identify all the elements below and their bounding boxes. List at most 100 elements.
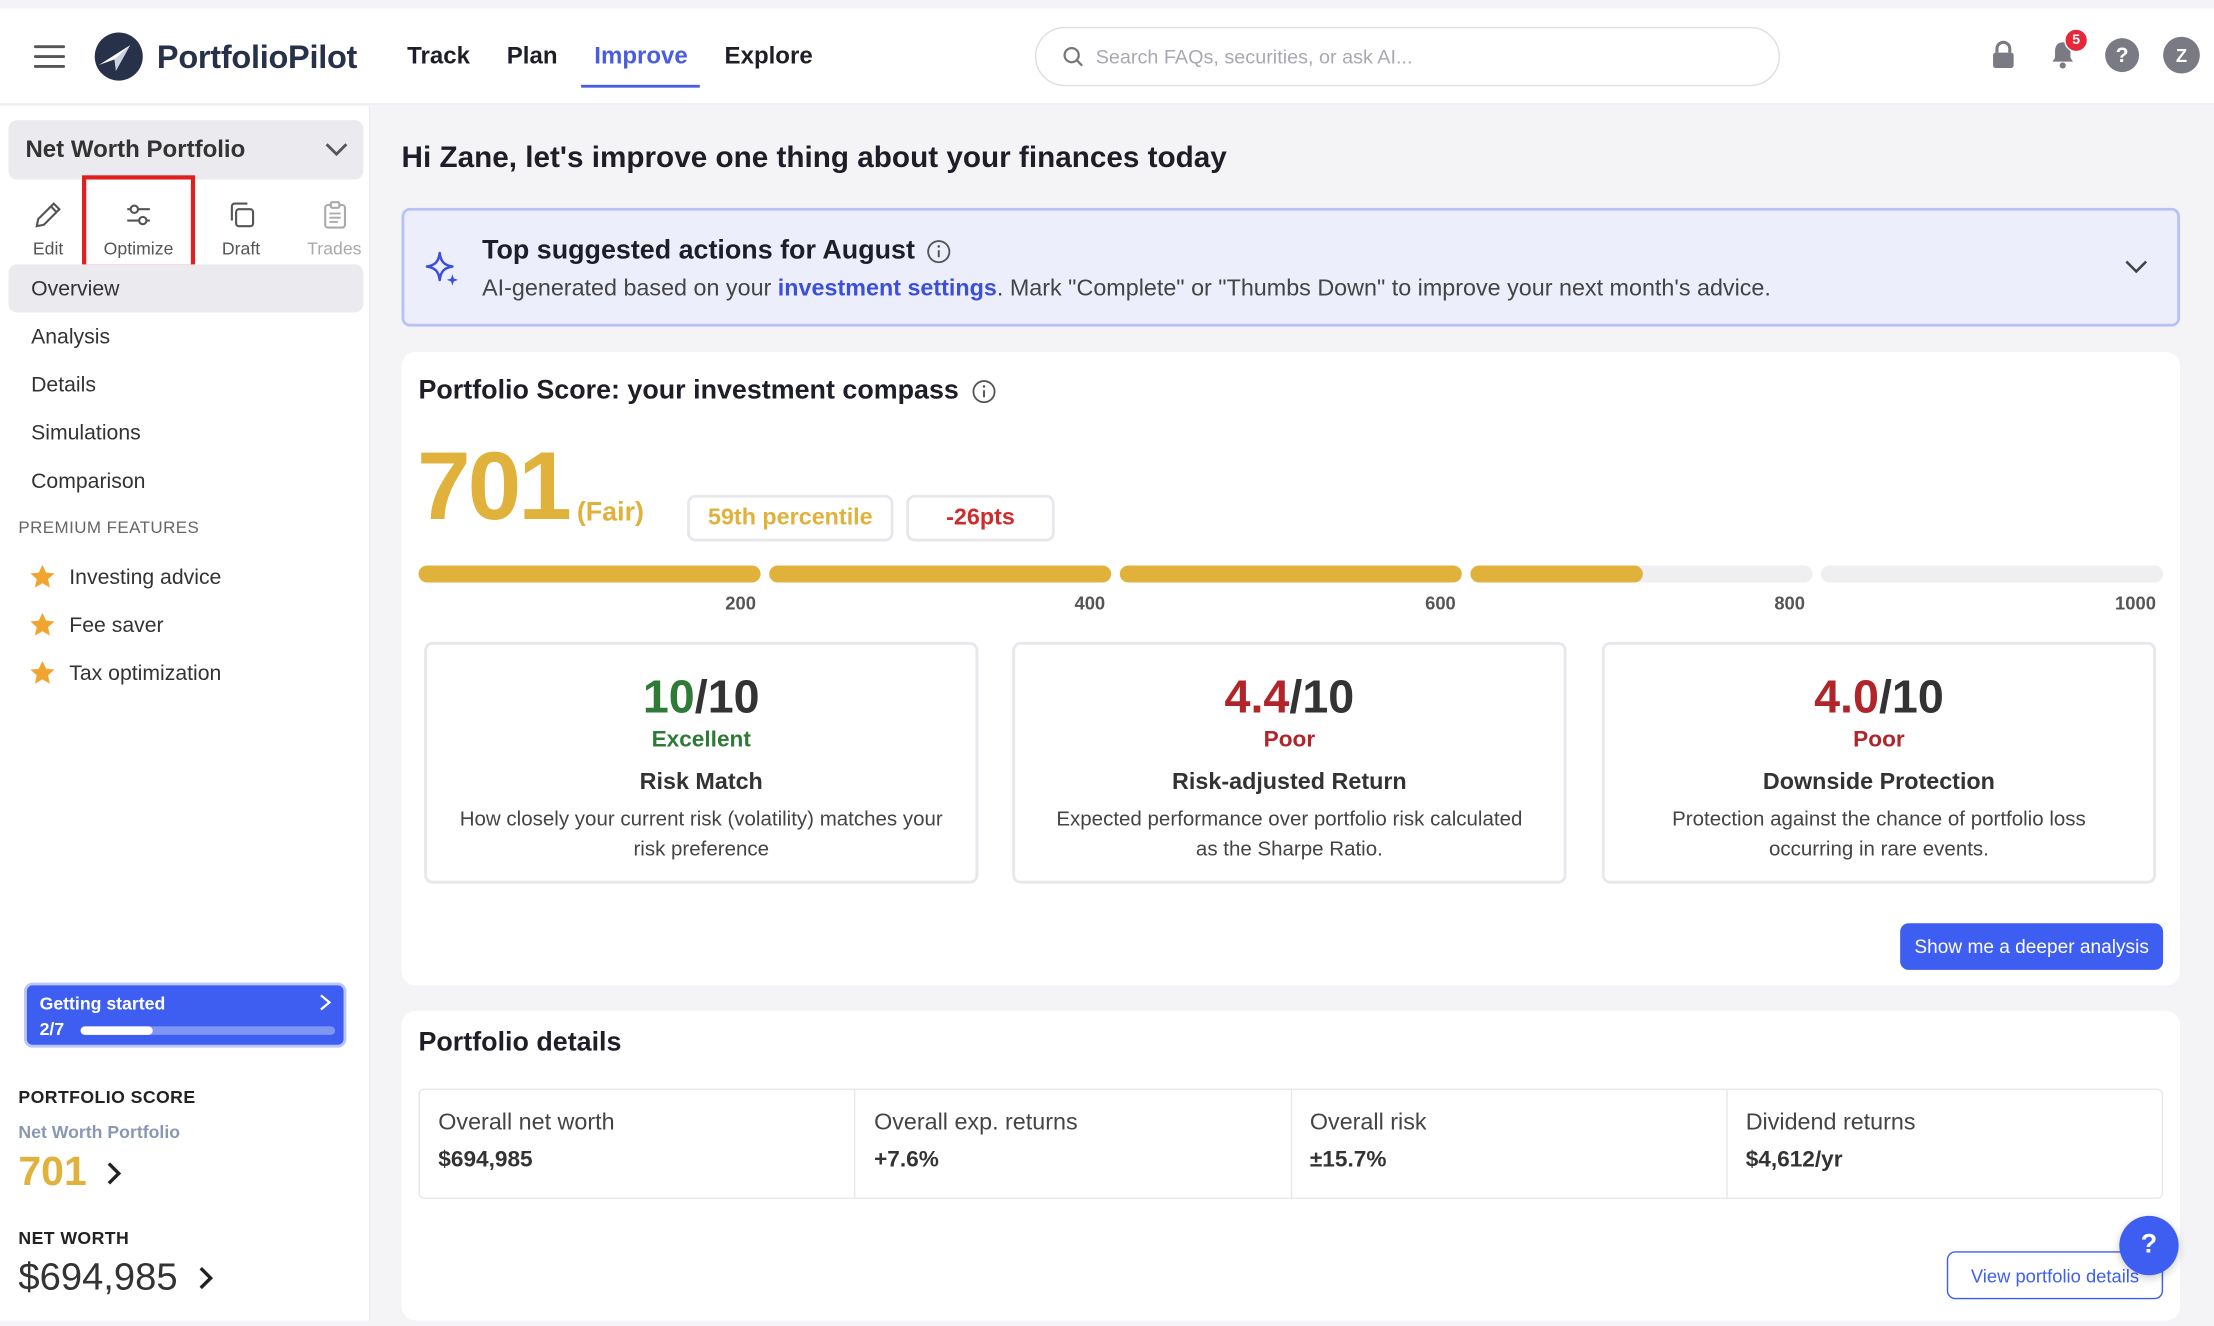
chevron-right-icon — [108, 1161, 122, 1184]
nav-improve[interactable]: Improve — [581, 8, 701, 104]
getting-started-progress-fill — [80, 1026, 154, 1035]
nav-explore[interactable]: Explore — [724, 42, 813, 70]
investing-advice-label: Investing advice — [69, 564, 222, 589]
detail-net-worth: Overall net worth $694,985 — [420, 1090, 856, 1198]
score-scale-segment — [1470, 565, 1813, 583]
metric-suffix: /10 — [1878, 670, 1944, 723]
portfolio-selector-label: Net Worth Portfolio — [25, 135, 246, 163]
sidebar: Net Worth Portfolio Edit Optimize Draft … — [0, 106, 371, 1321]
lock-icon[interactable] — [1985, 37, 2022, 74]
premium-features-list: Investing advice Fee saver Tax optimizat… — [28, 553, 221, 697]
star-icon — [30, 612, 55, 636]
scale-tick-400: 400 — [1074, 592, 1106, 614]
sidebar-item-analysis[interactable]: Analysis — [31, 324, 111, 349]
star-icon — [30, 564, 55, 588]
info-icon[interactable] — [926, 239, 951, 264]
getting-started-card[interactable]: Getting started 2/7 — [24, 982, 347, 1048]
nav-plan[interactable]: Plan — [506, 42, 558, 70]
metric-score: 4.0/10 — [1605, 670, 2154, 724]
sidebar-item-fee-saver[interactable]: Fee saver — [28, 601, 221, 649]
getting-started-title: Getting started — [39, 993, 166, 1014]
score-change-badge: -26pts — [906, 494, 1055, 542]
info-icon[interactable] — [972, 379, 997, 404]
investment-settings-link[interactable]: investment settings — [777, 275, 997, 302]
suggested-actions-banner[interactable]: Top suggested actions for August AI-gene… — [401, 207, 2181, 327]
net-worth-link[interactable]: $694,985 — [18, 1255, 214, 1299]
getting-started-progress — [80, 1026, 336, 1035]
pencil-icon — [35, 202, 61, 228]
metric-score: 4.4/10 — [1015, 670, 1564, 724]
metric-card-risk-adjusted-return: 4.4/10 Poor Risk-adjusted Return Expecte… — [1012, 641, 1567, 884]
deeper-analysis-button[interactable]: Show me a deeper analysis — [1900, 923, 2164, 970]
paper-plane-logo-icon — [94, 32, 143, 81]
draft-button[interactable]: Draft — [198, 188, 284, 259]
optimize-button[interactable]: Optimize — [82, 175, 196, 269]
portfolio-details-card: Portfolio details Overall net worth $694… — [401, 1010, 2181, 1321]
edit-button[interactable]: Edit — [17, 188, 79, 259]
portfolio-selector[interactable]: Net Worth Portfolio — [8, 120, 364, 180]
metric-card-downside-protection: 4.0/10 Poor Downside Protection Protecti… — [1601, 641, 2157, 884]
edit-label: Edit — [32, 238, 64, 259]
scale-tick-200: 200 — [725, 592, 756, 614]
portfolio-score-card: Portfolio Score: your investment compass… — [401, 352, 2181, 986]
suggested-actions-subtitle: AI-generated based on your investment se… — [482, 276, 1771, 303]
sparkle-icon — [425, 251, 459, 286]
score-scale-segment — [1119, 565, 1462, 583]
metric-rating: Poor — [1853, 728, 1905, 753]
notification-badge: 5 — [2064, 28, 2089, 53]
sidebar-item-details[interactable]: Details — [31, 372, 96, 397]
metric-description: Expected performance over portfolio risk… — [1056, 808, 1523, 862]
portfolio-score-value: 701 — [18, 1149, 87, 1195]
net-worth-value: $694,985 — [18, 1255, 178, 1298]
detail-label: Overall net worth — [438, 1109, 615, 1136]
chevron-right-icon — [320, 994, 332, 1011]
sidebar-item-comparison[interactable]: Comparison — [31, 468, 146, 493]
optimize-label: Optimize — [103, 238, 174, 259]
portfolio-score-number: 701 — [417, 432, 572, 541]
detail-value: ±15.7% — [1309, 1148, 1387, 1173]
net-worth-label: NET WORTH — [18, 1228, 130, 1249]
portfolio-score-title-text: Portfolio Score: your investment compass — [418, 376, 959, 406]
chevron-right-icon — [199, 1266, 213, 1289]
portfolio-score-rating: (Fair) — [576, 497, 644, 528]
suggested-actions-title: Top suggested actions for August — [482, 236, 952, 267]
brand-logo[interactable]: PortfolioPilot — [93, 31, 357, 82]
detail-risk: Overall risk ±15.7% — [1292, 1090, 1728, 1198]
chevron-down-icon[interactable] — [2124, 257, 2149, 274]
notification-bell-icon[interactable]: 5 — [2044, 28, 2089, 74]
metric-rating: Poor — [1263, 728, 1316, 753]
sidebar-item-overview[interactable]: Overview — [8, 264, 364, 313]
avatar[interactable]: Z — [2163, 36, 2200, 74]
metric-description: How closely your current risk (volatilit… — [459, 808, 943, 862]
sidebar-item-tax-optimization[interactable]: Tax optimization — [28, 649, 221, 697]
portfolio-score-link[interactable]: 701 — [18, 1149, 123, 1196]
main-nav: Track Plan Improve Explore — [407, 8, 837, 104]
metric-name: Downside Protection — [1762, 769, 1995, 795]
detail-exp-returns: Overall exp. returns +7.6% — [856, 1090, 1292, 1198]
fee-saver-label: Fee saver — [69, 612, 164, 637]
portfolio-tools: Edit Optimize Draft Trades — [17, 175, 385, 269]
search-bar[interactable] — [1034, 26, 1780, 87]
detail-dividend-returns: Dividend returns $4,612/yr — [1727, 1090, 2161, 1197]
avatar-initial: Z — [2163, 36, 2200, 74]
score-scale-bar — [418, 565, 2164, 583]
search-icon — [1063, 46, 1083, 67]
portfolio-score-label: PORTFOLIO SCORE — [18, 1087, 196, 1108]
detail-label: Dividend returns — [1745, 1109, 1916, 1136]
hamburger-menu-icon[interactable] — [33, 45, 66, 68]
metric-description: Protection against the chance of portfol… — [1672, 808, 2086, 862]
search-input[interactable] — [1095, 45, 1718, 68]
top-bar: PortfolioPilot Track Plan Improve Explor… — [0, 8, 2214, 105]
getting-started-count: 2/7 — [39, 1019, 65, 1040]
trades-button[interactable]: Trades — [291, 188, 377, 259]
detail-label: Overall risk — [1309, 1109, 1427, 1136]
page-greeting: Hi Zane, let's improve one thing about y… — [401, 141, 1227, 174]
sidebar-item-investing-advice[interactable]: Investing advice — [28, 553, 221, 601]
metric-name: Risk-adjusted Return — [1172, 769, 1407, 795]
sidebar-nav: Overview Analysis Details Simulations Co… — [8, 264, 364, 504]
help-icon[interactable]: ? — [2104, 37, 2141, 74]
help-chat-button[interactable]: ? — [2119, 1215, 2179, 1276]
nav-track[interactable]: Track — [407, 42, 471, 70]
sidebar-item-simulations[interactable]: Simulations — [31, 420, 141, 445]
